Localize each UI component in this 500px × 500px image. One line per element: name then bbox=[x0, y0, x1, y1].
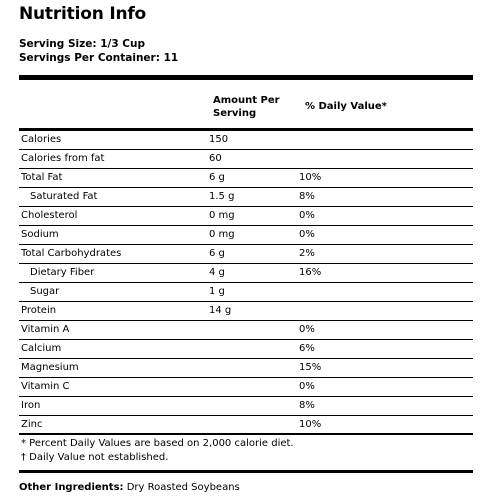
table-row: Magnesium 15% bbox=[19, 359, 473, 378]
daily-value-column-header: % Daily Value* bbox=[305, 101, 387, 112]
nutrient-amount: 60 bbox=[209, 153, 222, 164]
table-row: Cholesterol 0 mg 0% bbox=[19, 207, 473, 226]
nutrient-label: Vitamin C bbox=[21, 381, 70, 392]
other-ingredients-label: Other Ingredients: bbox=[19, 482, 124, 493]
nutrient-daily-value: 15% bbox=[299, 362, 322, 373]
nutrient-label: Saturated Fat bbox=[30, 191, 98, 202]
nutrient-daily-value: 0% bbox=[299, 229, 315, 240]
nutrient-daily-value: 6% bbox=[299, 343, 315, 354]
footnote-daily-values: * Percent Daily Values are based on 2,00… bbox=[21, 438, 294, 449]
nutrition-table: Calories 150 Calories from fat 60 Total Fat 6… bbox=[19, 131, 473, 434]
nutrient-daily-value: 8% bbox=[299, 400, 315, 411]
nutrient-amount: 4 g bbox=[209, 267, 225, 278]
footnote-not-established: † Daily Value not established. bbox=[21, 452, 169, 463]
other-ingredients-value: Dry Roasted Soybeans bbox=[126, 482, 240, 493]
nutrient-daily-value: 16% bbox=[299, 267, 322, 278]
nutrient-amount: 1 g bbox=[209, 286, 225, 297]
table-row: Total Carbohydrates 6 g 2% bbox=[19, 245, 473, 264]
nutrient-daily-value: 0% bbox=[299, 210, 315, 221]
nutrient-daily-value: 2% bbox=[299, 248, 315, 259]
nutrient-label: Calcium bbox=[21, 343, 62, 354]
nutrient-amount: 0 mg bbox=[209, 229, 235, 240]
nutrient-label: Sodium bbox=[21, 229, 59, 240]
nutrient-amount: 0 mg bbox=[209, 210, 235, 221]
table-row: Saturated Fat 1.5 g 8% bbox=[19, 188, 473, 207]
table-row: Vitamin C 0% bbox=[19, 378, 473, 397]
table-row: Total Fat 6 g 10% bbox=[19, 169, 473, 188]
table-row: Calories 150 bbox=[19, 131, 473, 150]
table-row: Protein 14 g bbox=[19, 302, 473, 321]
footer-divider bbox=[19, 470, 473, 473]
nutrient-label: Cholesterol bbox=[21, 210, 78, 221]
nutrient-amount: 6 g bbox=[209, 248, 225, 259]
nutrient-daily-value: 0% bbox=[299, 381, 315, 392]
page-title: Nutrition Info bbox=[19, 4, 147, 24]
nutrient-label: Iron bbox=[21, 400, 41, 411]
serving-size: Serving Size: 1/3 Cup bbox=[19, 38, 145, 50]
top-divider bbox=[19, 75, 473, 80]
amount-column-header: Amount Per Serving bbox=[213, 95, 280, 119]
nutrient-daily-value: 8% bbox=[299, 191, 315, 202]
nutrient-label: Dietary Fiber bbox=[30, 267, 95, 278]
header-divider bbox=[19, 128, 473, 131]
nutrient-amount: 14 g bbox=[209, 305, 232, 316]
nutrient-label: Sugar bbox=[30, 286, 60, 297]
nutrient-daily-value: 10% bbox=[299, 419, 322, 430]
nutrient-label: Total Fat bbox=[21, 172, 63, 183]
table-row: Iron 8% bbox=[19, 397, 473, 416]
nutrient-label: Magnesium bbox=[21, 362, 79, 373]
nutrient-amount: 6 g bbox=[209, 172, 225, 183]
table-row: Calcium 6% bbox=[19, 340, 473, 359]
table-row: Calories from fat 60 bbox=[19, 150, 473, 169]
servings-per-container: Servings Per Container: 11 bbox=[19, 52, 179, 64]
other-ingredients: Other Ingredients: Dry Roasted Soybeans bbox=[19, 482, 240, 493]
nutrient-amount: 150 bbox=[209, 134, 229, 145]
nutrient-amount: 1.5 g bbox=[209, 191, 235, 202]
table-row: Vitamin A 0% bbox=[19, 321, 473, 340]
nutrient-daily-value: 10% bbox=[299, 172, 322, 183]
nutrient-label: Calories bbox=[21, 134, 62, 145]
table-row: Sodium 0 mg 0% bbox=[19, 226, 473, 245]
nutrient-label: Zinc bbox=[21, 419, 43, 430]
nutrient-label: Calories from fat bbox=[21, 153, 105, 164]
nutrient-label: Protein bbox=[21, 305, 57, 316]
table-row: Zinc 10% bbox=[19, 416, 473, 434]
table-row: Dietary Fiber 4 g 16% bbox=[19, 264, 473, 283]
table-row: Sugar 1 g bbox=[19, 283, 473, 302]
nutrient-label: Vitamin A bbox=[21, 324, 70, 335]
nutrient-daily-value: 0% bbox=[299, 324, 315, 335]
nutrient-label: Total Carbohydrates bbox=[21, 248, 122, 259]
bottom-divider bbox=[19, 433, 473, 435]
